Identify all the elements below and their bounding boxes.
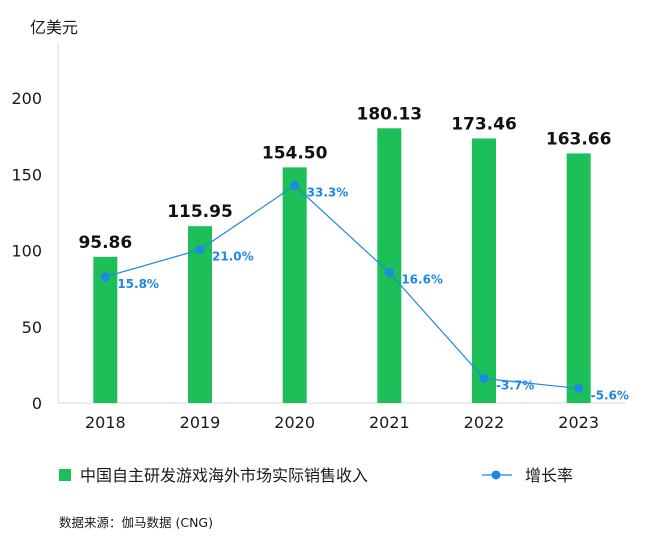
bar — [282, 167, 307, 403]
bar-value-label: 95.86 — [78, 233, 132, 253]
y-tick-label: 0 — [32, 394, 42, 413]
bar — [472, 138, 496, 403]
growth-rate-point — [290, 181, 300, 190]
x-tick-label: 2021 — [369, 413, 410, 432]
bar-value-label: 180.13 — [357, 104, 423, 124]
growth-rate-label: 15.8% — [117, 277, 159, 291]
growth-rate-point — [195, 245, 205, 255]
bar-value-label: 163.66 — [546, 129, 612, 149]
bar-value-label: 115.95 — [167, 202, 233, 222]
x-tick-label: 2018 — [85, 413, 126, 432]
growth-rate-label: 33.3% — [307, 186, 349, 200]
x-tick-label: 2020 — [274, 413, 315, 432]
growth-rate-point — [479, 374, 489, 383]
y-tick-label: 150 — [11, 165, 42, 184]
bar-series — [93, 128, 591, 403]
growth-rate-series: 15.8% 21.0% 33.3% 16.6% -3.7% -5.6% — [100, 181, 629, 402]
x-tick-label: 2023 — [558, 413, 599, 432]
y-tick-label: 50 — [22, 318, 42, 337]
y-tick-label: 200 — [11, 89, 42, 108]
y-axis: 0 50 100 150 200 — [11, 44, 59, 413]
legend-line-marker — [491, 470, 501, 480]
growth-rate-label: -5.6% — [591, 388, 629, 402]
bar-value-label: 154.50 — [262, 143, 328, 163]
growth-rate-line — [105, 184, 579, 390]
x-tick-label: 2022 — [464, 413, 505, 432]
growth-rate-label: 21.0% — [212, 250, 254, 264]
legend-bar-label: 中国自主研发游戏海外市场实际销售收入 — [80, 466, 368, 485]
bar — [188, 226, 212, 403]
source-note: 数据来源：伽马数据 (CNG) — [59, 515, 213, 530]
growth-rate-point — [384, 268, 394, 278]
growth-rate-label: 16.6% — [401, 273, 443, 287]
x-axis: 2018 2019 2020 2021 2022 2023 — [58, 402, 626, 432]
y-tick-label: 100 — [11, 242, 42, 261]
x-tick-label: 2019 — [180, 413, 221, 432]
bar-value-labels: 95.86 115.95 154.50 180.13 173.46 163.66 — [78, 104, 611, 253]
bar — [566, 153, 591, 403]
growth-rate-point — [574, 383, 584, 393]
legend: 中国自主研发游戏海外市场实际销售收入 增长率 — [59, 466, 573, 485]
growth-rate-label: -3.7% — [496, 379, 534, 393]
legend-line-label: 增长率 — [525, 466, 573, 485]
growth-rate-point — [100, 272, 110, 282]
y-axis-unit-label: 亿美元 — [30, 18, 78, 37]
legend-bar-swatch — [59, 469, 71, 481]
bar-value-label: 173.46 — [451, 114, 517, 134]
